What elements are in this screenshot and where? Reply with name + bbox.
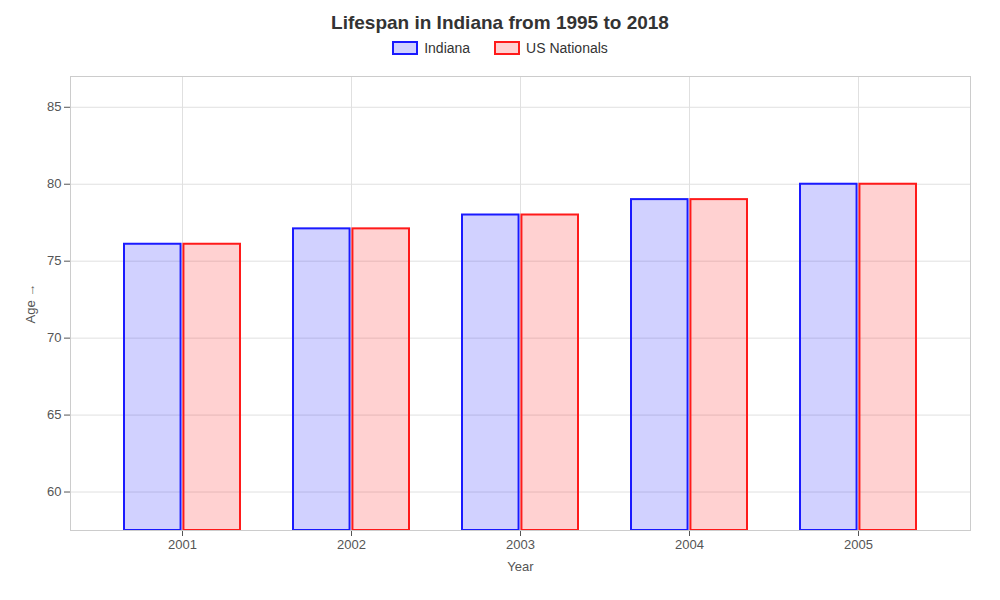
svg-text:Age →: Age → [23, 284, 38, 324]
svg-text:Year: Year [507, 559, 534, 574]
html-text:Indiana: Indiana [424, 40, 471, 56]
svg-text:85: 85 [47, 99, 61, 114]
svg-text:60: 60 [47, 484, 61, 499]
svg-text:70: 70 [47, 330, 61, 345]
svg-text:75: 75 [47, 253, 61, 268]
svg-text:2002: 2002 [337, 537, 366, 552]
svg-text:2005: 2005 [844, 537, 873, 552]
svg-text:2003: 2003 [506, 537, 535, 552]
svg-text:65: 65 [47, 407, 61, 422]
svg-text:2004: 2004 [675, 537, 704, 552]
svg-text:80: 80 [47, 176, 61, 191]
html-text:US Nationals: US Nationals [526, 40, 608, 56]
html-text:Lifespan in Indiana from 1995: Lifespan in Indiana from 1995 to 2018 [331, 12, 669, 33]
svg-text:2001: 2001 [168, 537, 197, 552]
